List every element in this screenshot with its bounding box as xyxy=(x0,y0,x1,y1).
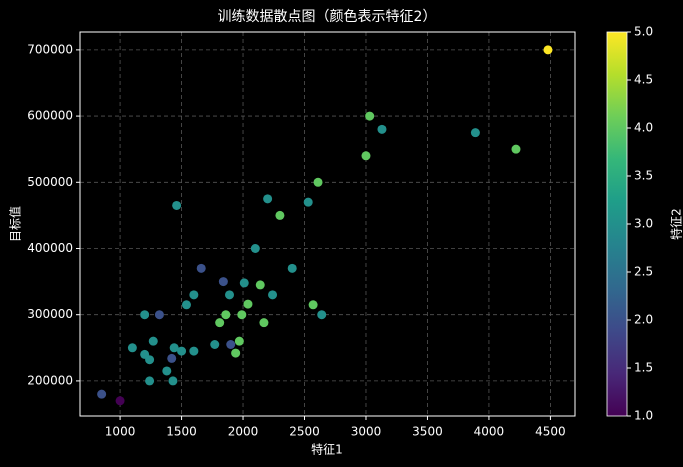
point xyxy=(215,318,225,328)
x-tick-label: 2500 xyxy=(289,425,320,439)
point xyxy=(377,124,387,134)
point xyxy=(168,376,178,386)
x-tick-label: 3500 xyxy=(412,425,443,439)
point xyxy=(237,310,247,320)
colorbar-label: 特征2 xyxy=(669,208,683,240)
colorbar-tick-label: 3.0 xyxy=(634,217,653,231)
x-tick-label: 1500 xyxy=(166,425,197,439)
point xyxy=(308,300,318,310)
point xyxy=(543,45,553,55)
colorbar-tick-label: 4.0 xyxy=(634,121,653,135)
x-tick-label: 1000 xyxy=(105,425,136,439)
point xyxy=(167,353,177,363)
x-tick-label: 2000 xyxy=(228,425,259,439)
point xyxy=(259,318,269,328)
colorbar-tick-label: 5.0 xyxy=(634,25,653,39)
point xyxy=(243,299,253,309)
point xyxy=(221,310,231,320)
point xyxy=(303,197,313,207)
point xyxy=(470,128,480,138)
x-tick-label: 3000 xyxy=(351,425,382,439)
point xyxy=(97,389,107,399)
x-axis-label: 特征1 xyxy=(311,442,343,457)
point xyxy=(231,348,241,358)
y-tick-label: 200000 xyxy=(27,373,73,387)
y-tick-label: 700000 xyxy=(27,42,73,56)
point xyxy=(511,144,521,154)
point xyxy=(218,277,228,287)
point xyxy=(226,339,236,349)
point xyxy=(172,200,182,210)
x-tick-label: 4500 xyxy=(535,425,566,439)
point xyxy=(210,339,220,349)
point xyxy=(263,194,273,204)
point xyxy=(148,336,158,346)
point xyxy=(234,336,244,346)
colorbar-tick-label: 3.5 xyxy=(634,169,653,183)
point xyxy=(154,310,164,320)
point xyxy=(140,310,150,320)
point xyxy=(181,300,191,310)
y-tick-label: 500000 xyxy=(27,175,73,189)
point xyxy=(162,366,172,376)
point xyxy=(189,346,199,356)
point xyxy=(268,290,278,300)
point xyxy=(189,290,199,300)
point xyxy=(255,280,265,290)
point xyxy=(145,355,155,365)
point xyxy=(169,343,179,353)
point xyxy=(313,177,323,187)
plot-frame xyxy=(79,31,576,417)
point xyxy=(250,243,260,253)
y-tick-label: 400000 xyxy=(27,241,73,255)
colorbar-tick-label: 2.0 xyxy=(634,313,653,327)
y-tick-label: 600000 xyxy=(27,109,73,123)
point xyxy=(196,263,206,273)
colorbar-tick-label: 1.5 xyxy=(634,361,653,375)
colorbar-tick-label: 1.0 xyxy=(634,409,653,423)
point xyxy=(275,210,285,220)
point xyxy=(177,346,187,356)
point xyxy=(361,151,371,161)
colorbar-tick-label: 4.5 xyxy=(634,73,653,87)
point xyxy=(225,290,235,300)
point xyxy=(239,278,249,288)
x-tick-label: 4000 xyxy=(474,425,505,439)
point xyxy=(145,376,155,386)
point xyxy=(287,263,297,273)
y-tick-label: 300000 xyxy=(27,307,73,321)
colorbar xyxy=(606,31,628,417)
colorbar-tick-label: 2.5 xyxy=(634,265,653,279)
y-axis-label: 目标值 xyxy=(8,206,23,242)
point xyxy=(127,343,137,353)
point xyxy=(115,396,125,406)
chart-title: 训练数据散点图（颜色表示特征2） xyxy=(218,8,437,25)
point xyxy=(317,310,327,320)
point xyxy=(365,111,375,121)
